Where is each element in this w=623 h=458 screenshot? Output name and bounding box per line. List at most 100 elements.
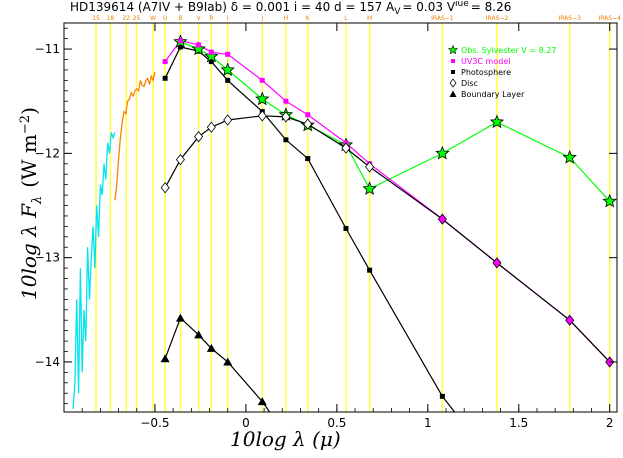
boundary-layer-point xyxy=(223,357,233,366)
series-line-square xyxy=(164,46,456,412)
x-tick-label: 1 xyxy=(424,416,432,430)
legend-item: Boundary Layer xyxy=(449,90,525,99)
model-point xyxy=(162,59,168,65)
band-label: 18 xyxy=(107,15,115,22)
star-point xyxy=(362,181,377,195)
band-label: 15 xyxy=(92,15,100,22)
x-axis: −0.5 0 0.5 1 1.5 2 xyxy=(81,23,614,430)
legend: Obs. Sylvester V = 8.27 UV3C model Photosp… xyxy=(447,44,556,99)
band-label: IRAS−1 xyxy=(431,15,454,22)
legend-label: Boundary Layer xyxy=(461,90,525,99)
x-axis-title: 10log λ (μ) xyxy=(230,427,341,451)
band-label: IRAS−2 xyxy=(486,15,509,22)
series-line-triangle xyxy=(164,317,271,412)
legend-label: Obs. Sylvester V = 8.27 xyxy=(461,46,556,55)
model-point xyxy=(259,77,265,83)
boundary-layer-point xyxy=(206,343,216,352)
band-label: 22 xyxy=(122,15,130,22)
model-point xyxy=(208,49,214,55)
band-label: J xyxy=(260,15,263,22)
y-axis-title: 10log λ Fλ(W m−2) xyxy=(17,107,45,300)
photometric-band-lines xyxy=(95,23,611,412)
photosphere-point xyxy=(439,393,445,399)
photosphere-point xyxy=(225,77,231,83)
disc-point xyxy=(194,131,204,143)
legend-label: Disc xyxy=(461,79,478,88)
model-point xyxy=(225,51,231,57)
legend-item: UV3C model xyxy=(451,57,510,66)
photosphere-point xyxy=(305,156,311,162)
legend-item: Photosphere xyxy=(451,68,511,77)
disc-point xyxy=(223,114,233,126)
disc-point xyxy=(341,142,351,154)
plot-frame xyxy=(63,22,618,413)
band-label: IRAS−4 xyxy=(598,15,621,22)
disc-point xyxy=(437,213,447,225)
boundary-layer-point xyxy=(160,354,170,363)
x-tick-label: 0.5 xyxy=(327,416,346,430)
legend-square-icon xyxy=(451,70,455,74)
band-label: M xyxy=(367,15,372,22)
legend-label: Photosphere xyxy=(461,68,511,77)
band-label: H xyxy=(284,15,289,22)
band-label: I xyxy=(227,15,229,22)
band-label: V xyxy=(197,15,202,22)
boundary-layer-point xyxy=(175,313,185,322)
series-markers xyxy=(160,34,617,406)
y-tick-label: −12 xyxy=(35,146,60,160)
photometric-band-labels: 15 18 22 25 W U B V R I J H K L M IRAS−1 IRAS−2 IRAS−3 IRA… xyxy=(92,15,621,22)
photosphere-point xyxy=(367,267,373,273)
star-point xyxy=(255,91,270,106)
series-line-dot xyxy=(164,40,611,363)
y-tick-label: −13 xyxy=(35,251,60,265)
disc-point xyxy=(160,182,170,194)
iue-short-spectrum xyxy=(72,132,116,409)
band-label: W xyxy=(150,15,156,22)
chart-title: HD139614 (A7IV + B9Iab) δ = 0.001 i = 40… xyxy=(70,0,511,17)
disc-point xyxy=(303,118,313,130)
star-point xyxy=(435,145,450,160)
model-point xyxy=(196,42,202,48)
photosphere-point xyxy=(283,137,289,143)
model-point xyxy=(305,112,311,118)
x-tick-label: 2 xyxy=(606,416,614,430)
x-tick-label: −0.5 xyxy=(140,416,169,430)
legend-triangle-icon xyxy=(449,90,457,97)
boundary-layer-point xyxy=(194,330,204,339)
legend-item: Disc xyxy=(449,78,478,88)
iue-long-spectrum xyxy=(114,71,156,201)
series-line-star xyxy=(180,41,611,202)
y-axis: −11 −12 −13 −14 xyxy=(35,27,617,405)
disc-point xyxy=(365,161,375,173)
photosphere-point xyxy=(208,59,214,65)
y-tick-label: −11 xyxy=(35,42,60,56)
iue-spectra xyxy=(72,71,156,409)
disc-point xyxy=(565,314,575,326)
series-lines xyxy=(164,40,611,412)
disc-point xyxy=(206,121,216,133)
model-point xyxy=(177,38,183,44)
boundary-layer-point xyxy=(257,397,267,406)
band-label: U xyxy=(163,15,167,22)
star-point xyxy=(220,62,235,77)
disc-point xyxy=(281,111,291,123)
band-label: L xyxy=(344,15,348,22)
series-line-diamond xyxy=(164,115,611,363)
star-point xyxy=(602,193,617,208)
star-point xyxy=(562,149,577,164)
photosphere-point xyxy=(343,225,349,231)
band-label: IRAS−3 xyxy=(558,15,581,22)
disc-point xyxy=(175,153,185,166)
star-point xyxy=(191,41,206,56)
band-label: 25 xyxy=(133,15,141,22)
photosphere-point xyxy=(162,75,168,81)
x-tick-label: 1.5 xyxy=(509,416,528,430)
legend-diamond-icon xyxy=(449,78,457,88)
x-tick-label: 0 xyxy=(242,416,250,430)
disc-point xyxy=(257,110,267,122)
disc-point xyxy=(492,257,502,269)
band-label: K xyxy=(306,15,311,22)
legend-star-icon xyxy=(447,44,459,55)
photosphere-point xyxy=(177,44,183,50)
